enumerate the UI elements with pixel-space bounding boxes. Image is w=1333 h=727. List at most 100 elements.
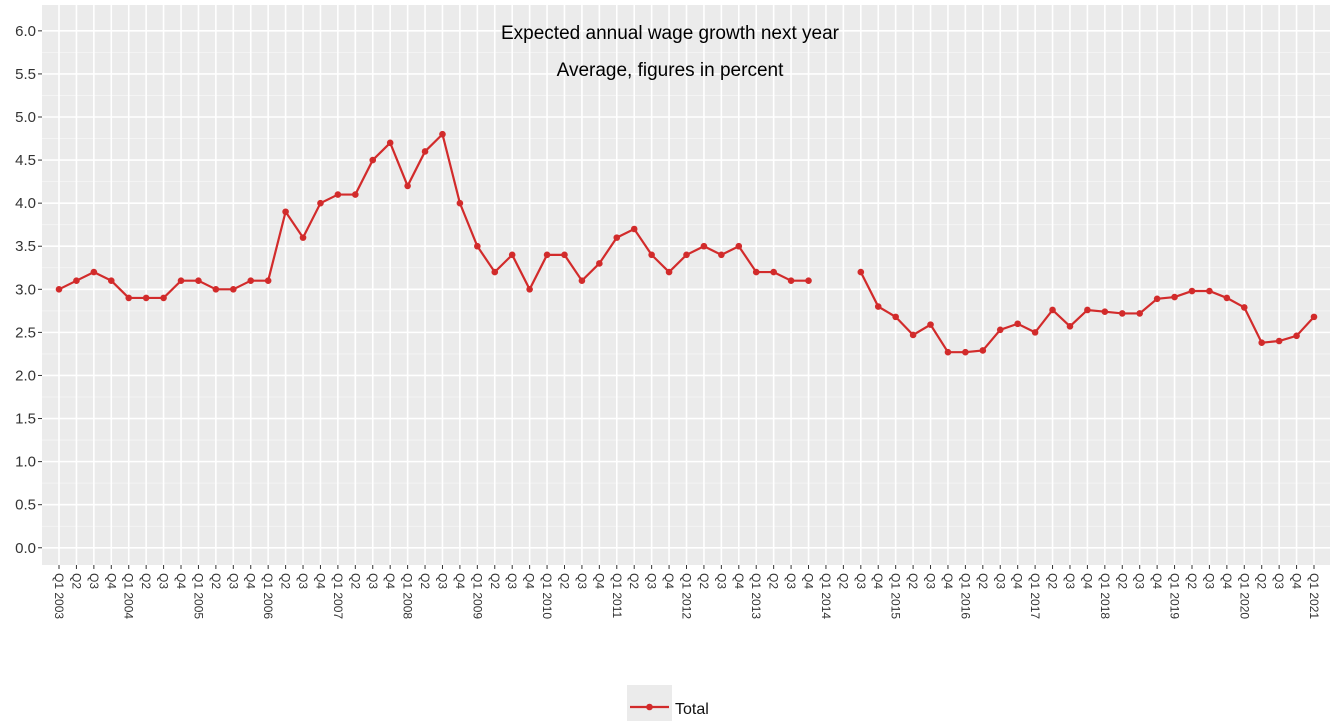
x-tick-label: Q1 2009 (470, 573, 484, 619)
x-tick-label: Q3 (1202, 573, 1216, 589)
x-tick-label: Q4 (592, 573, 606, 589)
data-point (962, 348, 969, 356)
x-tick-label: Q1 2015 (889, 573, 903, 619)
data-point (55, 286, 63, 293)
data-point (160, 294, 167, 302)
data-point (1188, 287, 1196, 295)
x-tick-label: Q3 (924, 573, 938, 589)
x-tick-label: Q2 (906, 573, 920, 589)
x-tick-label: Q3 (87, 573, 101, 589)
data-point (996, 326, 1004, 334)
data-point (578, 277, 586, 284)
x-tick-label: Q3 (1133, 573, 1147, 589)
x-tick-label: Q1 2018 (1098, 573, 1112, 619)
x-tick-label: Q1 2010 (540, 573, 554, 619)
x-tick-label: Q4 (1011, 573, 1025, 589)
legend-label: Total (675, 701, 709, 718)
x-tick-label: Q4 (871, 573, 885, 589)
x-tick-label: Q1 2007 (331, 573, 345, 619)
x-tick-label: Q1 2013 (749, 573, 763, 619)
y-tick-label: 4.5 (15, 152, 36, 169)
legend: Total (627, 685, 709, 721)
data-point (1101, 308, 1109, 316)
data-point (874, 303, 882, 310)
x-tick-label: Q4 (104, 573, 118, 589)
data-point (735, 242, 743, 250)
x-tick-label: Q3 (1063, 573, 1077, 589)
data-point (1014, 320, 1021, 328)
chart-title: Expected annual wage growth next year (501, 23, 840, 44)
data-point (1171, 293, 1178, 301)
x-tick-label: Q1 2005 (191, 573, 205, 619)
x-tick-label: Q1 2003 (52, 573, 66, 619)
data-point (177, 277, 185, 284)
x-tick-label: Q2 (767, 573, 781, 589)
data-point (1258, 339, 1266, 347)
x-tick-label: Q4 (732, 573, 746, 589)
data-point (386, 139, 394, 147)
y-tick-label: 2.0 (15, 367, 36, 384)
legend-key-bg (627, 685, 672, 721)
data-point (770, 268, 777, 276)
y-tick-label: 2.5 (15, 324, 36, 341)
x-tick-label: Q4 (1220, 573, 1234, 589)
data-point (648, 251, 655, 259)
data-point (491, 268, 499, 276)
x-tick-label: Q1 2020 (1237, 573, 1251, 619)
x-tick-label: Q2 (976, 573, 990, 589)
x-tick-label: Q1 2021 (1307, 573, 1321, 619)
data-point (857, 268, 865, 276)
data-point (1049, 306, 1056, 314)
data-point (596, 260, 603, 267)
data-point (421, 148, 429, 155)
data-point (247, 277, 255, 284)
x-tick-label: Q1 2017 (1028, 573, 1042, 619)
data-point (282, 208, 289, 216)
x-tick-label: Q4 (174, 573, 188, 589)
data-point (195, 277, 202, 284)
grid (42, 5, 1330, 565)
data-point (1240, 304, 1248, 311)
x-tick-label: Q2 (69, 573, 83, 589)
x-tick-label: Q4 (1290, 573, 1304, 589)
series (55, 130, 1318, 356)
x-tick-label: Q4 (1150, 573, 1164, 589)
x-tick-label: Q1 2004 (122, 573, 136, 619)
data-point (979, 347, 987, 354)
data-point (665, 268, 673, 276)
data-point (1031, 329, 1039, 336)
x-tick-label: Q3 (435, 573, 449, 589)
data-point (1310, 313, 1318, 321)
data-point (299, 234, 307, 241)
data-point (683, 251, 690, 259)
y-tick-label: 3.0 (15, 281, 36, 298)
y-tick-label: 5.0 (15, 109, 36, 126)
data-point (1118, 310, 1126, 317)
data-point (508, 251, 516, 259)
x-tick-label: Q3 (366, 573, 380, 589)
y-tick-label: 5.5 (15, 66, 36, 83)
data-point (700, 242, 708, 250)
x-tick-label: Q2 (139, 573, 153, 589)
x-tick-label: Q2 (1255, 573, 1269, 589)
y-tick-label: 3.5 (15, 238, 36, 255)
x-tick-label: Q3 (854, 573, 868, 589)
data-point (212, 286, 220, 293)
data-point (404, 182, 411, 190)
y-tick-label: 4.0 (15, 195, 36, 212)
data-point (805, 277, 812, 284)
x-tick-label: Q1 2006 (261, 573, 275, 619)
x-tick-label: Q2 (348, 573, 362, 589)
x-tick-label: Q4 (1080, 573, 1094, 589)
x-tick-label: Q3 (714, 573, 728, 589)
x-tick-label: Q3 (993, 573, 1007, 589)
x-tick-label: Q3 (226, 573, 240, 589)
x-tick-label: Q2 (488, 573, 502, 589)
x-tick-label: Q3 (1272, 573, 1286, 589)
x-tick-label: Q2 (1185, 573, 1199, 589)
x-tick-label: Q4 (383, 573, 397, 589)
legend-point (646, 703, 653, 711)
data-point (1066, 323, 1074, 330)
data-point (1293, 332, 1300, 340)
